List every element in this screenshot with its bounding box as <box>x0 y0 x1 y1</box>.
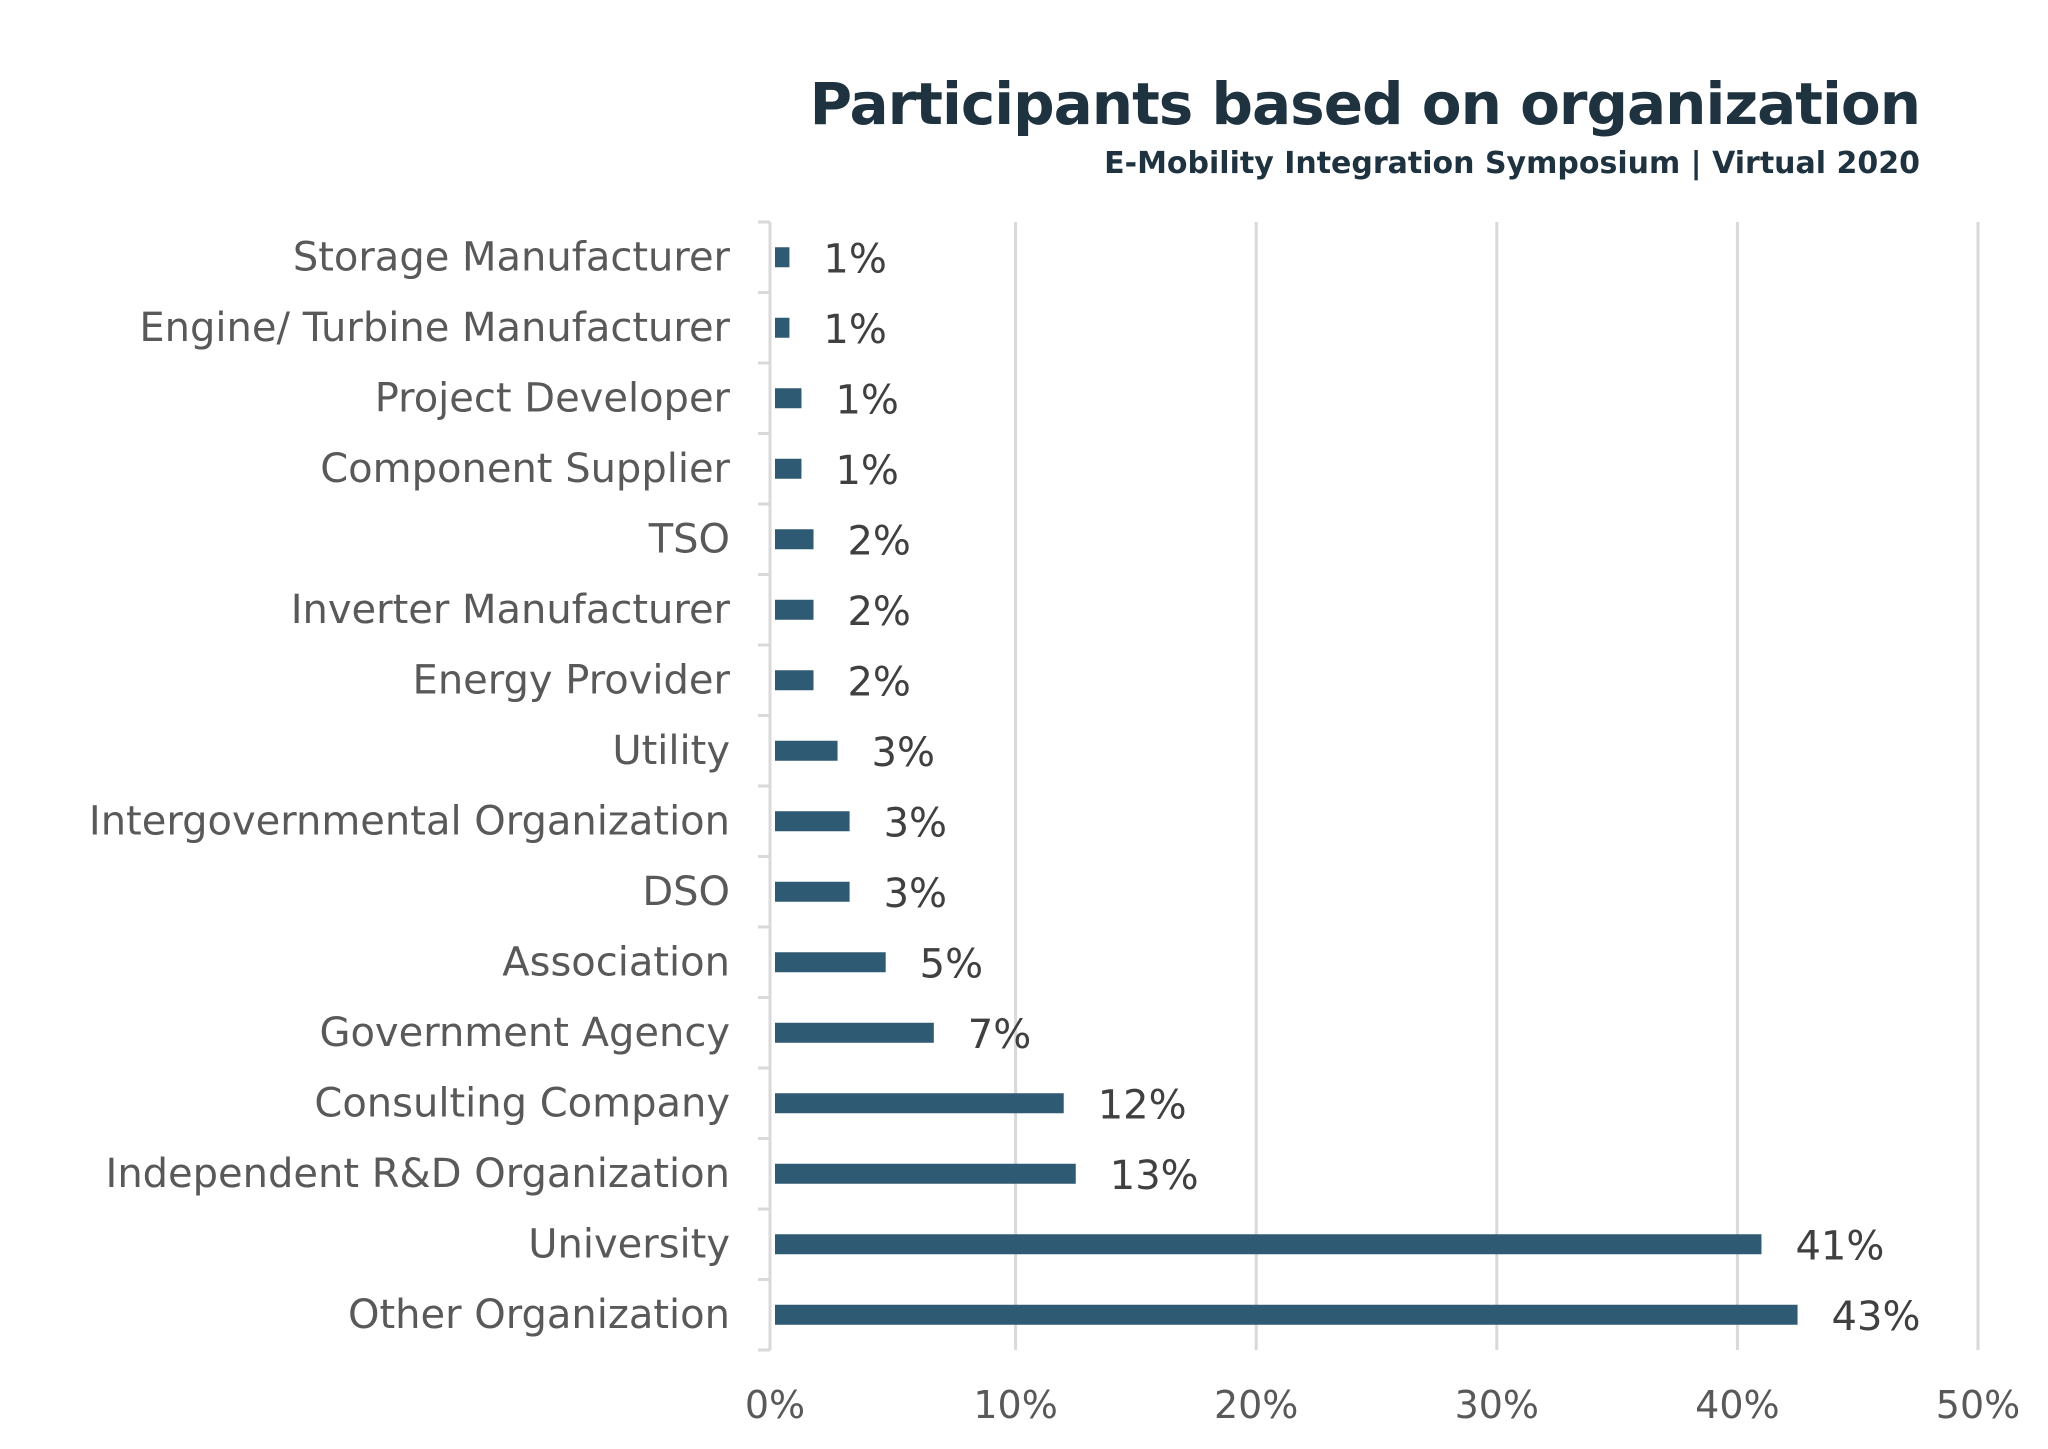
category-label: Independent R&D Organization <box>106 1151 730 1197</box>
x-tick-label: 40% <box>1695 1383 1779 1427</box>
category-label: Component Supplier <box>320 446 730 492</box>
bar <box>775 1304 1798 1325</box>
bar <box>775 1022 934 1043</box>
chart-subtitle: E-Mobility Integration Symposium | Virtu… <box>1104 146 1920 181</box>
bar <box>775 670 814 691</box>
bar <box>775 1093 1064 1114</box>
category-label: Government Agency <box>319 1010 730 1056</box>
bar <box>775 599 814 620</box>
data-label: 12% <box>1098 1082 1187 1128</box>
category-label: Utility <box>612 728 730 774</box>
bar <box>775 1234 1762 1255</box>
category-label: Project Developer <box>375 375 731 421</box>
category-label: Engine/ Turbine Manufacturer <box>139 305 730 351</box>
bar <box>775 811 850 832</box>
data-label: 1% <box>823 307 886 353</box>
bar <box>775 881 850 902</box>
data-label: 13% <box>1110 1153 1199 1199</box>
data-label: 2% <box>847 589 910 635</box>
category-label: Other Organization <box>348 1292 730 1338</box>
bar <box>775 317 790 338</box>
category-label: Intergovernmental Organization <box>89 798 730 844</box>
x-tick-label: 20% <box>1214 1383 1298 1427</box>
data-label: 3% <box>884 871 947 917</box>
bar <box>775 1163 1076 1184</box>
data-label: 2% <box>847 659 910 705</box>
category-label: DSO <box>642 869 730 915</box>
bar <box>775 952 886 973</box>
x-tick-label: 10% <box>973 1383 1057 1427</box>
x-tick-label: 30% <box>1455 1383 1539 1427</box>
category-label: Energy Provider <box>413 657 731 703</box>
category-label: Consulting Company <box>314 1080 730 1126</box>
data-label: 7% <box>968 1012 1031 1058</box>
category-label: University <box>528 1221 730 1267</box>
data-label: 3% <box>872 730 935 776</box>
bar <box>775 247 790 268</box>
data-label: 5% <box>920 941 983 987</box>
category-label: Inverter Manufacturer <box>291 587 731 633</box>
data-label: 1% <box>835 377 898 423</box>
bar <box>775 740 838 761</box>
bar <box>775 388 802 409</box>
x-tick-label: 0% <box>745 1383 805 1427</box>
data-label: 3% <box>884 800 947 846</box>
data-label: 41% <box>1795 1223 1884 1269</box>
category-label: TSO <box>648 516 730 562</box>
data-label: 1% <box>835 448 898 494</box>
chart-title: Participants based on organization <box>809 70 1921 138</box>
data-label: 2% <box>847 518 910 564</box>
category-label: Storage Manufacturer <box>293 234 731 280</box>
bar <box>775 529 814 550</box>
data-label: 43% <box>1832 1294 1921 1340</box>
bar <box>775 458 802 479</box>
category-label: Association <box>502 939 730 985</box>
data-label: 1% <box>823 236 886 282</box>
x-tick-label: 50% <box>1936 1383 2020 1427</box>
